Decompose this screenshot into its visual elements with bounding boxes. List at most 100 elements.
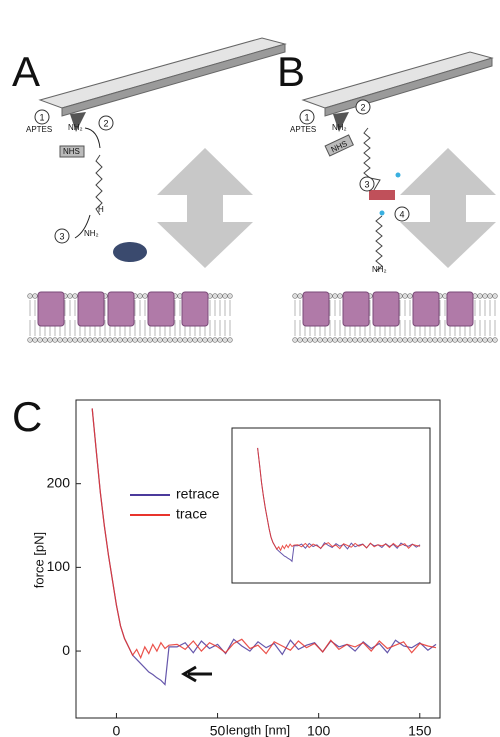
lipid-head xyxy=(177,337,183,343)
marker xyxy=(379,210,385,216)
lipid-head xyxy=(77,337,83,343)
legend-label: trace xyxy=(176,506,207,522)
lipid-head xyxy=(227,293,233,299)
lipid-head xyxy=(347,337,353,343)
lipid-head xyxy=(377,337,383,343)
lipid-head xyxy=(67,337,73,343)
lipid-head xyxy=(427,337,433,343)
lipid-head xyxy=(37,337,43,343)
lipid-head xyxy=(342,337,348,343)
lipid-head xyxy=(112,337,118,343)
label: APTES xyxy=(290,125,316,134)
lipid-head xyxy=(87,337,93,343)
lipid-head xyxy=(227,337,233,343)
lipid-head xyxy=(172,337,178,343)
label: H xyxy=(98,205,104,214)
lipid-head xyxy=(67,293,73,299)
lipid-head xyxy=(222,293,228,299)
lipid-head xyxy=(407,293,413,299)
lipid-head xyxy=(387,337,393,343)
lipid-head xyxy=(407,337,413,343)
lipid-head xyxy=(397,337,403,343)
lipid-head xyxy=(382,337,388,343)
lipid-head xyxy=(102,337,108,343)
lipid-head xyxy=(137,337,143,343)
lipid-head xyxy=(412,337,418,343)
legend-label: retrace xyxy=(176,486,220,502)
lipid-head xyxy=(212,337,218,343)
lipid-head xyxy=(307,337,313,343)
lipid-head xyxy=(372,337,378,343)
lipid-head xyxy=(127,337,133,343)
membrane-protein xyxy=(107,291,135,327)
label: NHS xyxy=(63,147,80,156)
linker xyxy=(375,215,383,272)
membranes xyxy=(27,291,498,343)
lipid-head xyxy=(332,337,338,343)
lipid-head xyxy=(147,337,153,343)
membrane-protein xyxy=(37,291,65,327)
step-number: 1 xyxy=(39,112,44,122)
x-tick-label: 0 xyxy=(113,723,121,737)
lipid-head xyxy=(212,293,218,299)
lipid-head xyxy=(292,293,298,299)
double-arrow xyxy=(157,148,253,268)
membrane-protein xyxy=(412,291,440,327)
lipid-head xyxy=(477,293,483,299)
lipid-head xyxy=(472,337,478,343)
lipid-head xyxy=(447,337,453,343)
lipid-head xyxy=(487,337,493,343)
lipid-head xyxy=(107,337,113,343)
plot-area xyxy=(75,399,441,719)
protein xyxy=(113,242,147,262)
marker xyxy=(395,172,401,178)
membrane-protein xyxy=(77,291,105,327)
lipid-head xyxy=(327,337,333,343)
step-circle xyxy=(359,176,375,192)
lipid-head xyxy=(117,337,123,343)
lipid-head xyxy=(62,337,68,343)
lipid-head xyxy=(392,337,398,343)
y-tick-label: 200 xyxy=(47,474,71,490)
lipid-head xyxy=(432,337,438,343)
inset-frame xyxy=(231,427,431,584)
lipid-head xyxy=(337,293,343,299)
cantilever xyxy=(61,43,286,117)
step-number: 1 xyxy=(304,112,309,122)
lipid-head xyxy=(122,337,128,343)
lipid-head xyxy=(312,337,318,343)
lipid-head xyxy=(337,337,343,343)
lipid-head xyxy=(222,337,228,343)
lipid-head xyxy=(92,337,98,343)
lipid-head xyxy=(217,293,223,299)
lipid-head xyxy=(457,337,463,343)
lipid-head xyxy=(132,337,138,343)
lipid-head xyxy=(42,337,48,343)
double-arrow xyxy=(400,148,496,268)
y-axis-label: force [pN] xyxy=(31,532,46,588)
label: NH₂ xyxy=(372,265,387,274)
lipid-head xyxy=(367,337,373,343)
step-number: 3 xyxy=(59,231,64,241)
lipid-head xyxy=(477,337,483,343)
lipid-head xyxy=(57,337,63,343)
lipid-head xyxy=(52,337,58,343)
lipid-head xyxy=(487,293,493,299)
lipid-head xyxy=(142,337,148,343)
lipid-head xyxy=(297,337,303,343)
lipid-head xyxy=(152,337,158,343)
lipid-head xyxy=(317,337,323,343)
x-axis-label: length [nm] xyxy=(226,722,290,737)
step-number: 2 xyxy=(360,102,365,112)
step-circle xyxy=(54,228,70,244)
lipid-head xyxy=(492,293,498,299)
step-number: 2 xyxy=(103,118,108,128)
lipid-head xyxy=(402,337,408,343)
lipid-head xyxy=(187,337,193,343)
lipid-head xyxy=(162,337,168,343)
annotation-arrow xyxy=(181,665,212,683)
lipid-head xyxy=(462,337,468,343)
x-tick-label: 50 xyxy=(210,723,226,737)
membrane-protein xyxy=(372,291,400,327)
